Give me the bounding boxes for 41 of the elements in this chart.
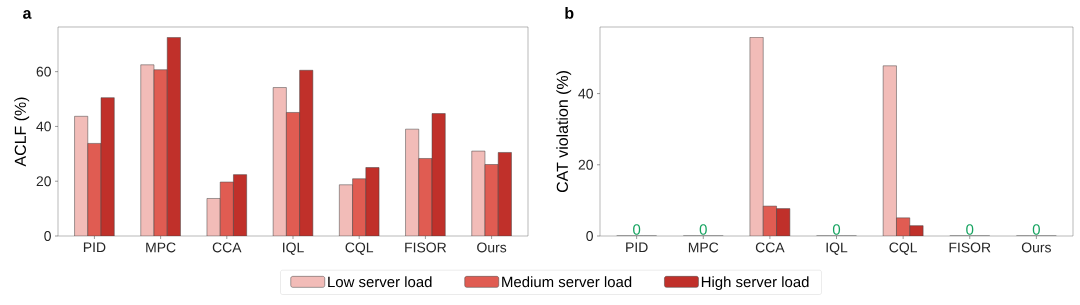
chart-title: a	[23, 10, 32, 19]
y-tick-label: 60	[36, 66, 51, 77]
y-tick-label: 20	[36, 176, 51, 187]
legend-label: Medium server load	[502, 276, 632, 288]
bar	[431, 113, 446, 236]
y-axis-title: CAT violation (%)	[556, 71, 572, 193]
data-label: 0	[699, 224, 707, 235]
y-axis-title: ACLF (%)	[14, 97, 30, 167]
y-tick-label: 40	[36, 121, 51, 132]
legend-label: High server load	[701, 276, 809, 291]
data-label: 0	[832, 224, 841, 235]
x-tick-label: Ours	[477, 242, 507, 253]
x-tick-label: PID	[83, 242, 106, 253]
y-tick-label: 0	[586, 231, 593, 241]
x-tick-label: CCA	[755, 242, 785, 253]
y-tick-label: 40	[578, 88, 593, 99]
legend-label: Low server load	[328, 276, 432, 288]
x-tick-label: IQL	[283, 242, 304, 255]
x-tick-label: MPC	[688, 242, 719, 253]
x-tick-label: PID	[626, 242, 648, 253]
data-label: 0	[633, 224, 641, 235]
y-tick-label: 20	[578, 159, 593, 170]
x-tick-label: FISOR	[405, 242, 447, 253]
bar	[100, 97, 115, 236]
y-tick-label: 0	[44, 231, 51, 241]
chart-title: b	[565, 7, 574, 19]
x-tick-label: MPC	[146, 242, 176, 253]
bar	[286, 112, 300, 236]
x-tick-label: CCA	[212, 242, 242, 253]
bar	[299, 70, 314, 236]
bar	[272, 87, 287, 236]
bar	[153, 69, 168, 236]
x-tick-label: IQL	[826, 242, 848, 255]
x-tick-label: CQL	[889, 242, 918, 255]
bar	[167, 37, 181, 236]
data-label: 0	[966, 224, 974, 235]
bar	[140, 64, 154, 236]
x-tick-label: FISOR	[949, 242, 991, 253]
x-tick-label: Ours	[1021, 242, 1051, 253]
x-tick-label: CQL	[345, 242, 374, 255]
data-label: 0	[1032, 224, 1040, 235]
